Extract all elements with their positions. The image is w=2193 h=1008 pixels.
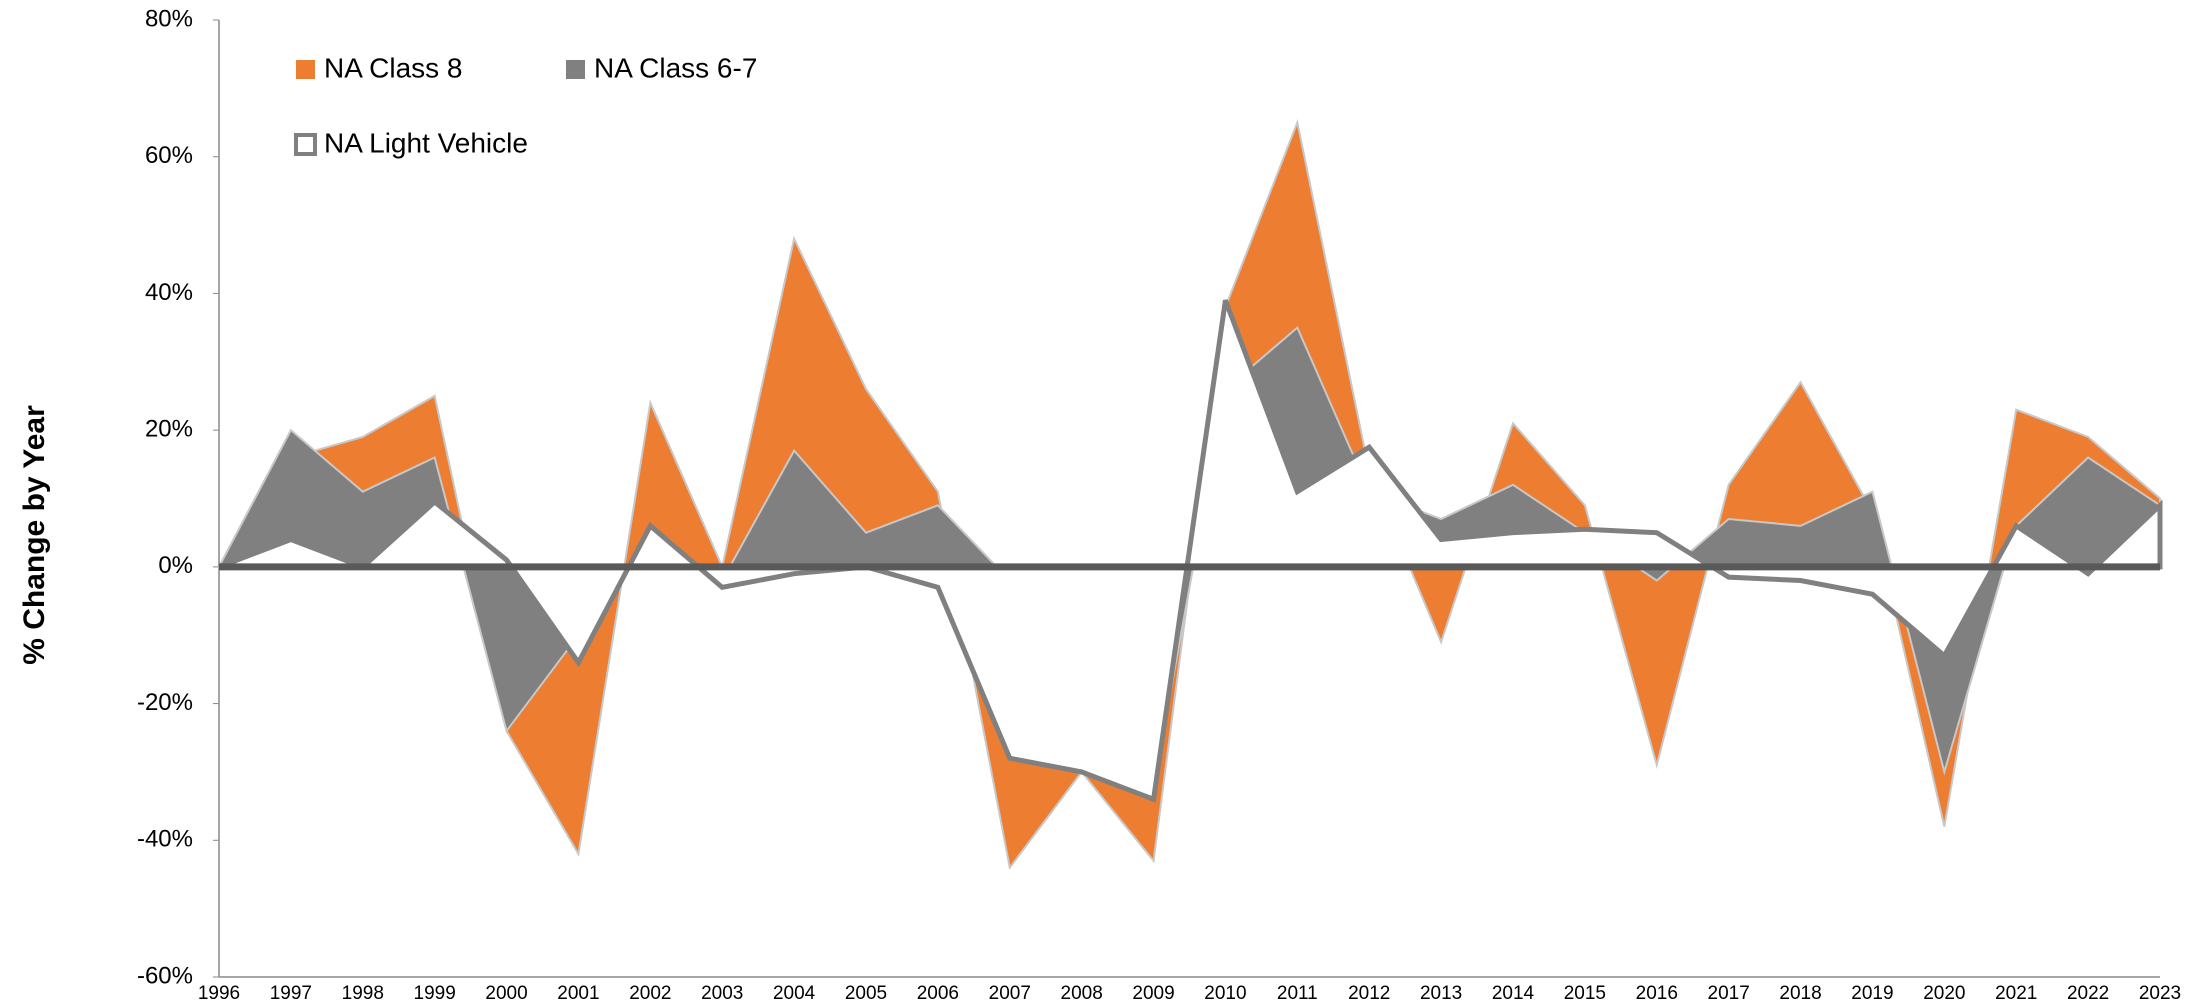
- y-tick-label: 0%: [158, 552, 193, 579]
- x-tick-label: 2002: [629, 983, 671, 1004]
- y-tick-label: -60%: [137, 962, 193, 989]
- x-tick-label: 2021: [1995, 983, 2037, 1004]
- x-tick-label: 2007: [989, 983, 1031, 1004]
- y-tick-label: 20%: [145, 415, 193, 442]
- x-tick-label: 2011: [1277, 983, 1318, 1004]
- y-axis-label: % Change by Year: [18, 405, 51, 665]
- x-tick-label: 2015: [1564, 983, 1606, 1004]
- x-tick-label: 2018: [1779, 983, 1821, 1004]
- x-tick-label: 1997: [270, 983, 312, 1004]
- legend-swatch: [296, 60, 315, 79]
- y-tick-label: -40%: [137, 826, 193, 853]
- legend-swatch: [294, 133, 317, 156]
- area: [217, 325, 2161, 789]
- legend-label: NA Class 8: [324, 52, 463, 83]
- legend-label: NA Light Vehicle: [324, 127, 528, 158]
- x-tick-label: 2020: [1923, 983, 1965, 1004]
- x-tick-label: 2006: [917, 983, 959, 1004]
- x-tick-label: 1998: [342, 983, 384, 1004]
- x-tick-label: 2005: [845, 983, 887, 1004]
- x-tick-label: 2022: [2067, 983, 2109, 1004]
- x-tick-label: 2000: [485, 983, 527, 1004]
- legend-label: NA Class 6-7: [594, 52, 757, 83]
- y-tick-label: 60%: [145, 142, 193, 169]
- x-tick-label: 2003: [701, 983, 743, 1004]
- x-tick-label: 1996: [198, 983, 240, 1004]
- x-tick-label: 2019: [1851, 983, 1893, 1004]
- legend-swatch: [566, 60, 585, 79]
- y-tick-label: 40%: [145, 279, 193, 306]
- x-tick-label: 2001: [557, 983, 599, 1004]
- y-tick-label: -20%: [137, 689, 193, 716]
- x-tick-label: 2023: [2139, 983, 2181, 1004]
- x-tick-label: 2017: [1708, 983, 1750, 1004]
- x-tick-label: 1999: [414, 983, 456, 1004]
- x-tick-label: 2004: [773, 983, 816, 1004]
- y-tick-label: 80%: [145, 5, 193, 32]
- x-tick-label: 2016: [1636, 983, 1678, 1004]
- x-tick-label: 2009: [1132, 983, 1174, 1004]
- area: [218, 299, 2163, 803]
- x-tick-label: 2008: [1061, 983, 1103, 1004]
- x-tick-label: 2014: [1492, 983, 1535, 1004]
- x-tick-label: 2010: [1204, 983, 1246, 1004]
- x-tick-label: 2012: [1348, 983, 1390, 1004]
- x-tick-label: 2013: [1420, 983, 1462, 1004]
- area: [217, 119, 2161, 871]
